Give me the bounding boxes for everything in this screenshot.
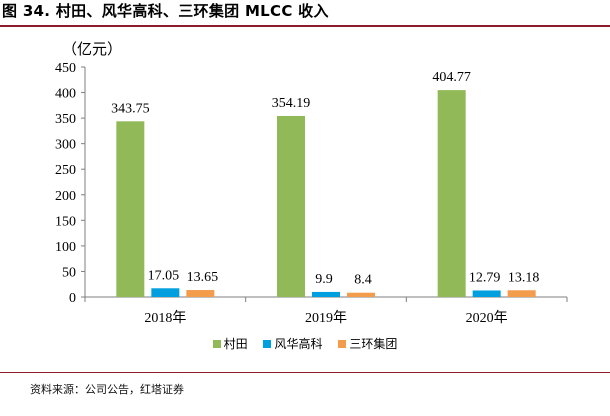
legend-item-sanhuan: 三环集团 xyxy=(338,335,397,352)
legend-label-fenghua: 风华高科 xyxy=(274,337,323,351)
legend-label-sanhuan: 三环集团 xyxy=(349,337,398,351)
bar-fenghua-1 xyxy=(312,291,340,297)
legend-label-murata: 村田 xyxy=(223,337,248,351)
bar-sanhuan-1 xyxy=(347,292,375,297)
data-label-sanhuan-0: 13.65 xyxy=(187,270,219,285)
figure-title: 图 34. 村田、风华高科、三环集团 MLCC 收入 xyxy=(2,2,329,20)
y-axis-unit-label: （亿元） xyxy=(62,40,123,58)
x-tick-label: 2018年 xyxy=(144,310,186,326)
bar-fenghua-2 xyxy=(472,290,501,297)
bar-sanhuan-0 xyxy=(186,290,215,297)
y-tick-label: 350 xyxy=(55,112,76,127)
data-label-fenghua-2: 12.79 xyxy=(469,270,501,285)
y-tick-label: 150 xyxy=(55,214,76,229)
y-tick-label: 100 xyxy=(55,240,76,255)
bar-fenghua-0 xyxy=(151,288,180,297)
data-label-murata-2: 404.77 xyxy=(432,70,471,85)
y-tick-label: 0 xyxy=(69,291,76,306)
legend-item-fenghua: 风华高科 xyxy=(263,335,323,352)
legend-item-murata: 村田 xyxy=(212,335,248,352)
legend-swatch-murata xyxy=(212,339,221,348)
data-label-sanhuan-1: 8.4 xyxy=(354,273,372,288)
y-tick-label: 300 xyxy=(55,138,76,153)
y-tick-label: 50 xyxy=(62,265,76,280)
y-tick-label: 450 xyxy=(55,61,76,76)
data-label-murata-1: 354.19 xyxy=(272,96,311,111)
bar-murata-2 xyxy=(437,90,466,297)
bar-murata-1 xyxy=(277,115,305,297)
bar-chart: 0 50 100 150 200 250 300 350 400 450 343.75 17.05 13… xyxy=(55,61,568,326)
data-label-sanhuan-2: 13.18 xyxy=(508,270,540,285)
source-rule xyxy=(0,372,610,373)
title-rule xyxy=(0,25,610,27)
legend-swatch-fenghua xyxy=(263,339,272,348)
x-tick-label: 2019年 xyxy=(305,310,347,326)
data-label-fenghua-1: 9.9 xyxy=(315,272,333,287)
legend-swatch-sanhuan xyxy=(338,339,347,348)
data-label-fenghua-0: 17.05 xyxy=(148,268,180,283)
y-tick-label: 250 xyxy=(55,163,76,178)
legend: 村田 风华高科 三环集团 xyxy=(0,335,610,352)
y-tick-label: 400 xyxy=(55,87,76,102)
bar-murata-0 xyxy=(116,121,145,297)
source-note: 资料来源：公司公告，红塔证券 xyxy=(30,383,184,396)
y-tick-label: 200 xyxy=(55,189,76,204)
data-label-murata-0: 343.75 xyxy=(111,101,150,116)
x-tick-label: 2020年 xyxy=(466,310,508,326)
bar-sanhuan-2 xyxy=(507,290,536,297)
